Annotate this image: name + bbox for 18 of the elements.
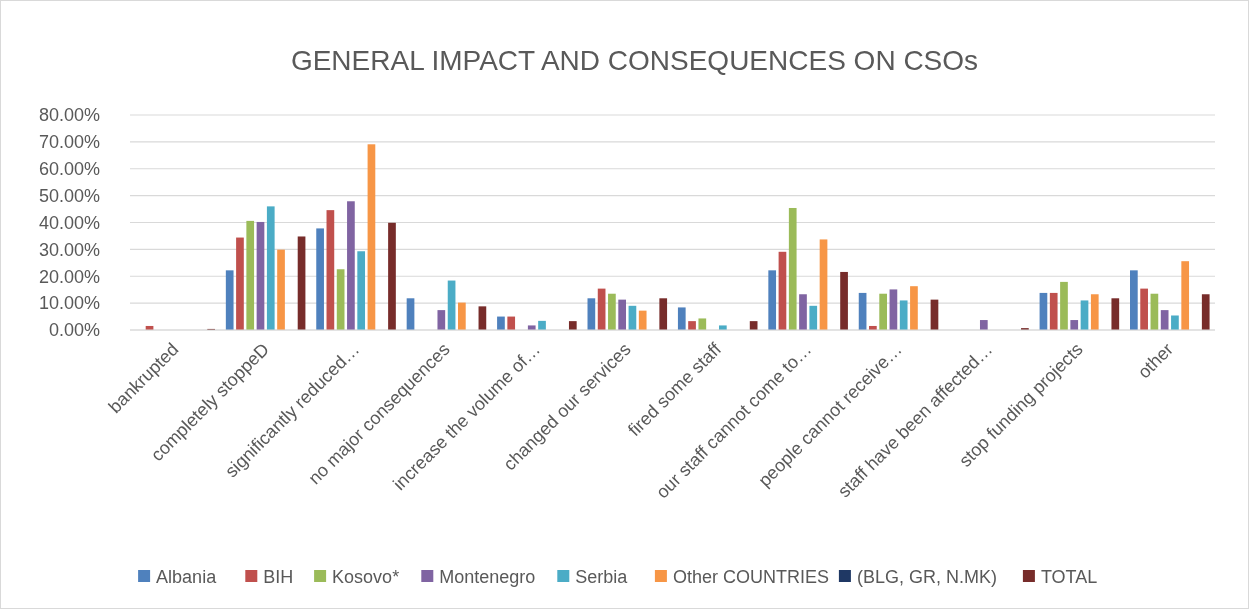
legend-label: Serbia [575,567,629,588]
legend-label: Other COUNTRIES [672,567,829,588]
y-tick-label: 0.00% [48,320,100,341]
legend-label: (BLG, GR, N.MK) [856,567,997,588]
legend-label: Albania [156,567,218,588]
chart-title: GENERAL IMPACT AND CONSEQUENCES ON CSOs [290,45,979,76]
y-tick-label: 70.00% [38,132,100,153]
y-tick-label: 10.00% [38,293,100,314]
y-tick-label: 40.00% [38,212,100,233]
y-tick-label: 50.00% [38,185,100,206]
y-tick-label: 60.00% [38,159,100,180]
y-tick-label: 20.00% [38,266,100,287]
legend-label: BIH [263,567,294,588]
legend-label: TOTAL [1040,567,1098,588]
y-tick-label: 80.00% [38,105,100,126]
y-tick-label: 30.00% [38,239,100,260]
legend-label: Montenegro [439,567,536,588]
legend-label: Kosovo* [332,567,400,588]
